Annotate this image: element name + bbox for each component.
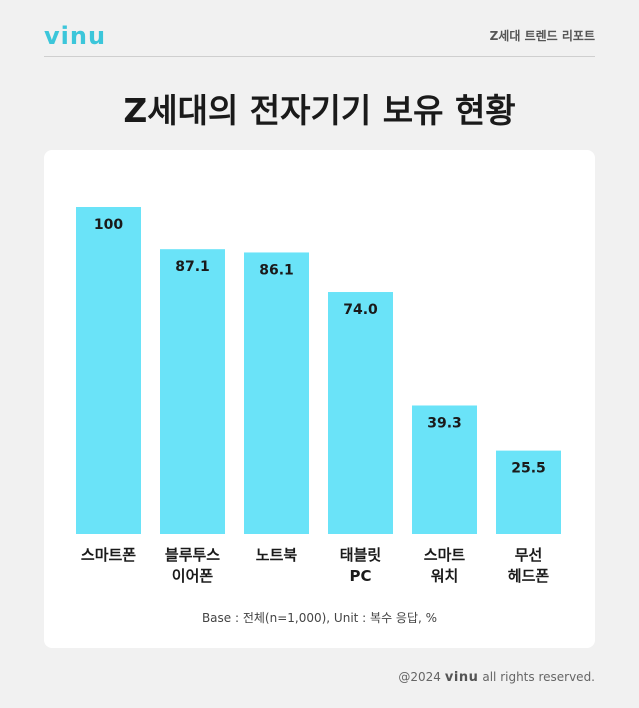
bar-value-label: 87.1	[175, 259, 210, 275]
category-label-line: 노트북	[256, 546, 298, 564]
category-label-line: 무선	[515, 546, 543, 564]
category-label-line: 태블릿	[340, 546, 382, 564]
bar-1	[160, 249, 225, 535]
bar-value-label: 39.3	[427, 415, 462, 431]
bar-0	[76, 207, 141, 534]
bar-3	[328, 292, 393, 534]
category-label-line: 스마트	[424, 546, 466, 564]
bar-4	[412, 405, 477, 534]
category-label: 스마트폰	[81, 546, 136, 564]
vinu-logo: vinu	[44, 22, 107, 50]
bar-value-label: 74.0	[343, 302, 378, 318]
bar-value-label: 100	[94, 217, 123, 233]
category-label-line: 워치	[431, 567, 459, 585]
report-label: Z세대 트렌드 리포트	[489, 29, 595, 43]
page-title: Z세대의 전자기기 보유 현황	[123, 91, 516, 130]
copyright-year: @2024	[398, 670, 441, 684]
category-label-line: 헤드폰	[508, 567, 550, 585]
category-label-line: PC	[349, 567, 371, 585]
category-label: 노트북	[256, 546, 298, 564]
chart-footnote: Base : 전체(n=1,000), Unit : 복수 응답, %	[201, 611, 438, 625]
footer-vinu-logo: vinu	[444, 670, 479, 685]
category-label-line: 스마트폰	[81, 546, 136, 564]
category-label-line: 블루투스	[165, 546, 220, 564]
bar-5	[496, 450, 561, 534]
copyright-rights: all rights reserved.	[482, 670, 595, 684]
category-label-line: 이어폰	[172, 567, 214, 585]
copyright-footer: @2024 vinu all rights reserved.	[398, 670, 595, 685]
top-divider	[44, 56, 595, 57]
category-label: 태블릿 PC	[340, 546, 382, 585]
bar-2	[244, 252, 309, 534]
bar-value-label: 25.5	[511, 461, 546, 477]
bar-value-label: 86.1	[259, 262, 294, 278]
